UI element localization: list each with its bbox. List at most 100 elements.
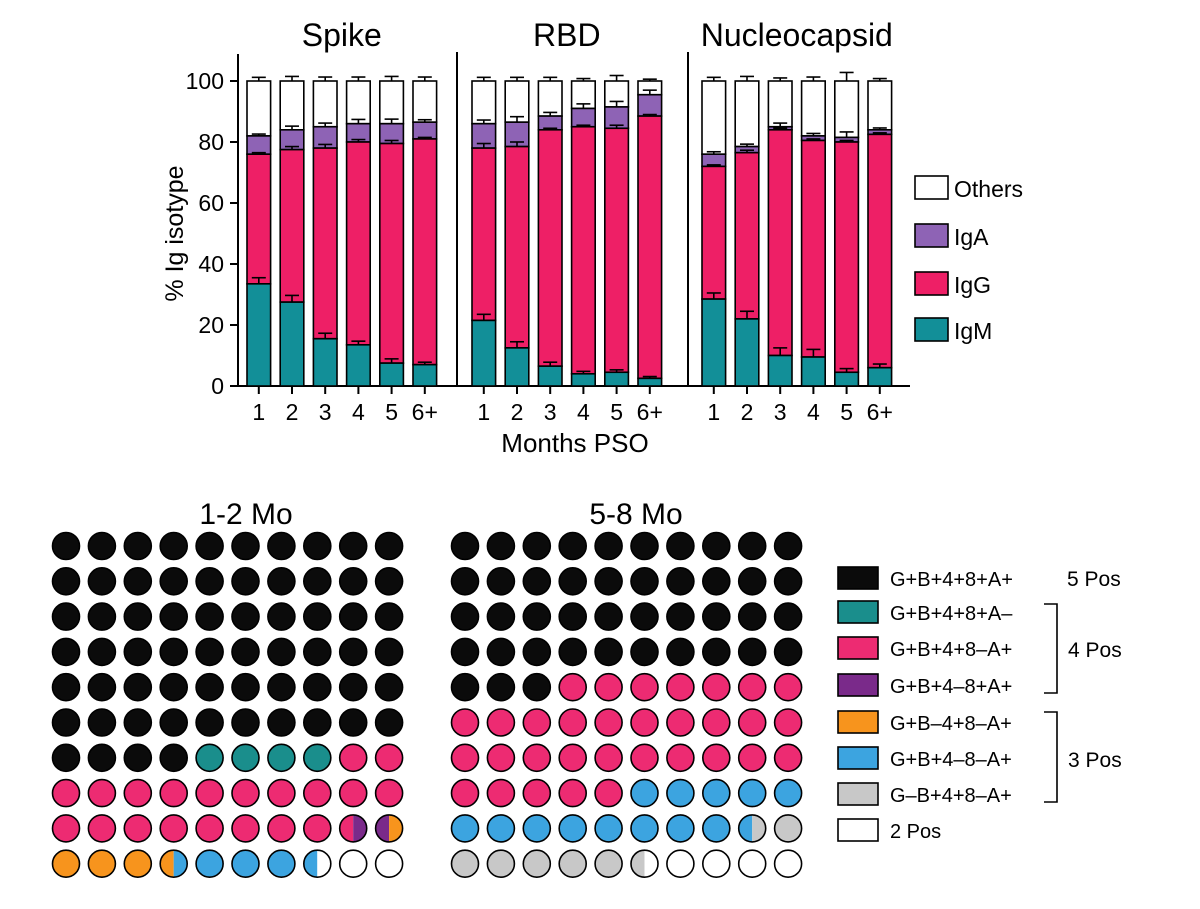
waffle-dot [450, 602, 480, 631]
waffle-dot [123, 637, 153, 667]
waffle-dot [302, 778, 332, 808]
bar-segment-others [378, 80, 405, 125]
waffle-legend-label: G+B–4+8–A+ [890, 713, 1012, 735]
waffle-legend-label: G+B+4+8+A– [890, 603, 1013, 625]
x-tick-label: 4 [577, 399, 590, 425]
waffle-dot [51, 637, 81, 667]
waffle-dot [558, 602, 588, 631]
waffle-dot-half [317, 850, 331, 878]
waffle-dot [594, 531, 623, 561]
waffle-dot [737, 778, 767, 808]
waffle-dot [51, 566, 81, 596]
waffle-dot [450, 708, 480, 737]
waffle-dot [374, 637, 404, 667]
bar-segment-igm [471, 319, 497, 387]
waffle-dot-half [752, 814, 766, 842]
waffle-dot [594, 672, 623, 702]
waffle-dot [666, 672, 695, 702]
y-tick-label: 60 [198, 190, 224, 216]
waffle-dot [159, 743, 188, 773]
x-axis-title: Months PSO [501, 428, 648, 458]
waffle-dot [87, 708, 117, 737]
waffle-dot [737, 602, 767, 631]
waffle-dot [87, 602, 117, 631]
waffle-dot [773, 672, 803, 702]
waffle-dot [773, 743, 803, 773]
waffle-dot [522, 778, 552, 808]
waffle-dot [594, 566, 623, 596]
waffle-dot [231, 778, 260, 808]
waffle-dot [374, 672, 404, 702]
waffle-dot [486, 672, 516, 702]
waffle-dot [338, 743, 368, 773]
waffle-dot [773, 849, 803, 879]
waffle-dot [51, 778, 81, 808]
waffle-dot [486, 814, 516, 843]
waffle-dot [123, 849, 153, 879]
bar-segment-igg [637, 115, 663, 380]
waffle-dot [123, 531, 153, 561]
waffle-dot [302, 637, 332, 667]
waffle-dot [87, 814, 117, 843]
legend-label-igg: IgG [954, 272, 991, 298]
waffle-dot [159, 566, 188, 596]
bar-segment-igm [504, 347, 530, 387]
bar-segment-others [471, 80, 497, 125]
waffle-legend-label: G+B+4+8–A+ [890, 639, 1012, 661]
waffle-dot [594, 602, 623, 631]
waffle-dot [231, 708, 260, 737]
waffle-dot [522, 814, 552, 843]
waffle-dot-half [631, 850, 645, 878]
waffle-dot [267, 743, 296, 773]
waffle-dot-half [173, 850, 188, 878]
waffle-dot [486, 531, 516, 561]
waffle-dot [701, 566, 731, 596]
bar-segment-igm [637, 377, 663, 387]
waffle-dot [195, 743, 224, 773]
waffle-dot [666, 814, 695, 843]
waffle-dot [374, 814, 404, 843]
bar-segment-igg [701, 165, 727, 300]
waffle-dot [267, 778, 296, 808]
x-tick-label: 3 [544, 399, 557, 425]
waffle-dot [450, 849, 480, 879]
waffle-dot-half [389, 814, 403, 842]
waffle-dot-half [375, 814, 390, 842]
waffle-dot [195, 849, 224, 879]
waffle-dot [630, 566, 659, 596]
waffle-dot [267, 602, 296, 631]
waffle-dot [123, 566, 153, 596]
waffle-dot [338, 602, 368, 631]
legend-label-others: Others [954, 176, 1023, 202]
waffle-dot [159, 708, 188, 737]
waffle-dot [267, 531, 296, 561]
waffle-dot [701, 814, 731, 843]
waffle-dot [522, 708, 552, 737]
bracket-3pos [1044, 711, 1058, 803]
bar-segment-igg [312, 147, 338, 340]
waffle-dot [486, 637, 516, 667]
bar-segment-igg [734, 151, 760, 320]
waffle-dot [338, 778, 368, 808]
waffle-dot [374, 849, 404, 879]
waffle-dot-half [339, 814, 354, 842]
waffle-dot [195, 602, 224, 631]
waffle-dot [630, 708, 659, 737]
waffle-legend-swatch [837, 636, 879, 660]
bar-segment-igm [345, 344, 372, 387]
bar-segment-igg [412, 138, 438, 366]
bar-segment-igm [767, 354, 793, 387]
x-tick-label: 3 [319, 399, 332, 425]
waffle-dot [630, 814, 659, 843]
panel-title: Nucleocapsid [701, 17, 893, 53]
x-tick-label: 1 [477, 399, 490, 425]
waffle-dot [666, 531, 695, 561]
waffle-dot [51, 531, 81, 561]
waffle-dot [87, 778, 117, 808]
waffle-dot [558, 743, 588, 773]
legend-label-iga: IgA [954, 224, 989, 250]
waffle-legend-label: G–B+4+8–A+ [890, 785, 1012, 807]
y-axis-title: % Ig isotype [161, 165, 189, 301]
bar-segment-igg [537, 129, 563, 367]
waffle-dot [450, 531, 480, 561]
